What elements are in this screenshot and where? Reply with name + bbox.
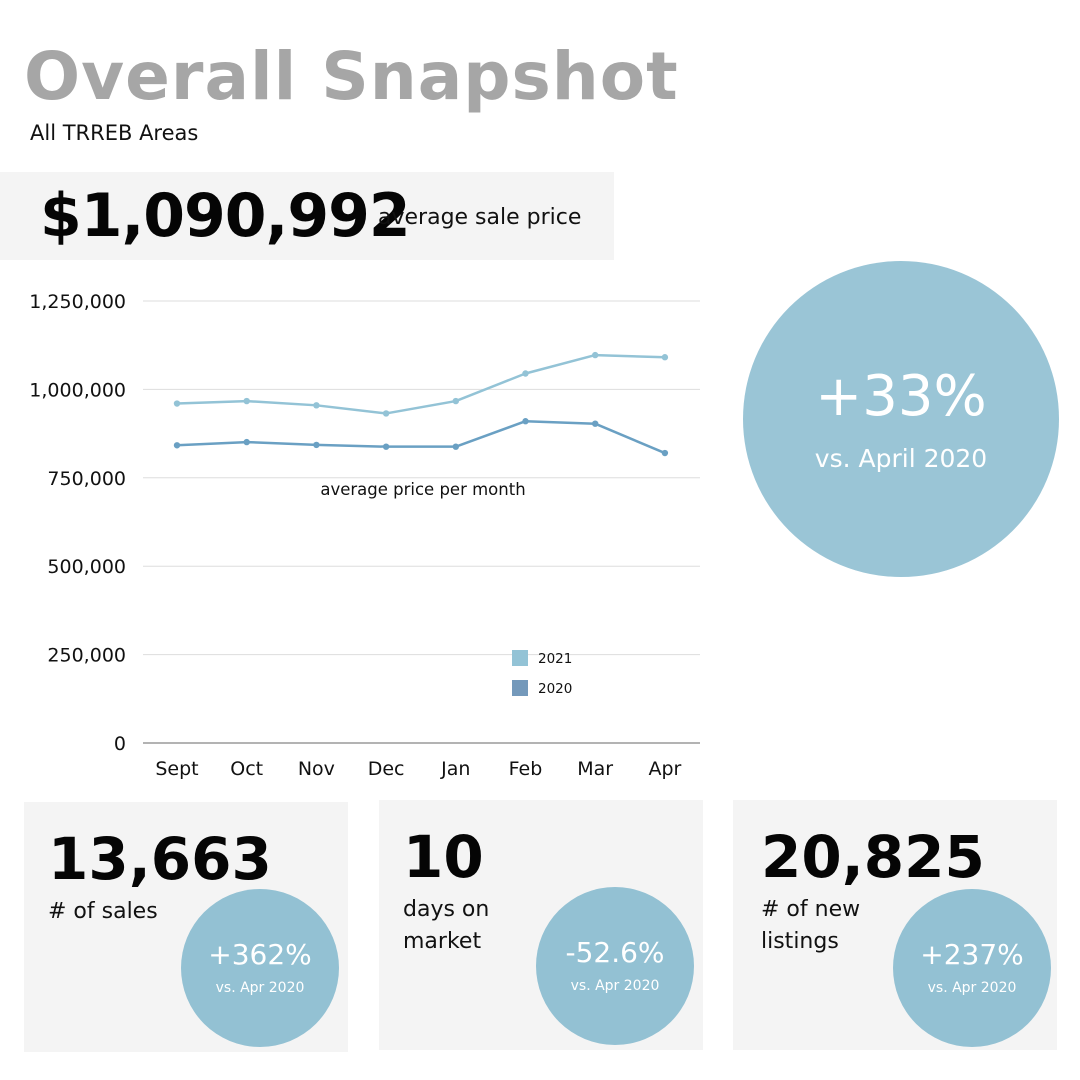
data-point-2021 [661,354,669,361]
chart-title: average price per month [320,480,525,499]
yoy-change-circle: +33% vs. April 2020 [743,261,1059,577]
series-line-2021 [176,353,665,415]
data-point-2020 [522,418,529,425]
legend-label-2021: 2021 [538,651,572,667]
data-point-2021 [522,370,529,377]
sales-value: 13,663 [48,825,272,893]
data-point-2021 [452,397,459,405]
sales-card: 13,663 # of sales +362% vs. Apr 2020 [24,802,348,1052]
x-tick-label: Nov [298,758,335,780]
y-tick-label: 500,000 [47,556,126,578]
sales-change-comparison: vs. Apr 2020 [215,980,305,996]
data-point-2021 [313,402,320,409]
y-tick-label: 1,000,000 [29,379,126,401]
y-tick-label: 250,000 [47,645,126,667]
legend-swatch-2021 [512,650,528,666]
days-on-market-change-circle: -52.6% vs. Apr 2020 [536,887,694,1045]
sales-label: # of sales [48,899,158,924]
days-on-market-value: 10 [403,823,484,891]
days-on-market-card: 10 days on market -52.6% vs. Apr 2020 [379,800,703,1050]
average-price-line-chart: 0 250,000 500,000 750,000 1,000,000 1,250,000… [29,291,700,780]
new-listings-change-circle: +237% vs. Apr 2020 [893,889,1051,1047]
y-tick-label: 1,250,000 [29,291,126,313]
days-on-market-label: days on market [403,897,490,954]
data-point-2020 [452,443,459,450]
data-point-2021 [173,400,181,407]
new-listings-change-comparison: vs. Apr 2020 [927,980,1017,996]
x-tick-label: Mar [577,758,613,780]
new-listings-value: 20,825 [761,823,985,891]
days-on-market-change-percent: -52.6% [565,936,665,969]
page-title: Overall Snapshot [24,38,679,115]
data-point-2021 [243,397,250,405]
sales-change-circle: +362% vs. Apr 2020 [181,889,339,1047]
y-tick-label: 0 [114,733,126,755]
page-subtitle: All TRREB Areas [30,121,199,145]
data-point-2021 [382,410,390,417]
data-point-2020 [173,442,181,449]
new-listings-card: 20,825 # of new listings +237% vs. Apr 2… [733,800,1057,1050]
new-listings-change-percent: +237% [920,938,1024,971]
x-tick-label: Apr [648,758,681,780]
y-tick-label: 750,000 [47,468,126,490]
yoy-change-comparison: vs. April 2020 [814,444,988,473]
sales-change-percent: +362% [208,938,312,971]
data-point-2020 [592,420,599,427]
average-price-label: average sale price [378,205,582,230]
data-point-2020 [243,438,250,446]
x-tick-label: Dec [368,758,405,780]
x-tick-label: Feb [509,758,543,780]
data-point-2020 [313,441,320,449]
x-tick-label: Sept [155,758,198,780]
data-point-2020 [382,443,390,450]
data-point-2020 [661,449,669,457]
days-on-market-change-comparison: vs. Apr 2020 [570,978,660,994]
data-point-2021 [592,351,599,359]
legend-label-2020: 2020 [538,681,572,697]
average-price-banner [0,172,614,260]
legend-swatch-2020 [512,680,528,696]
x-tick-label: Oct [230,758,263,780]
new-listings-label: # of new listings [761,897,861,954]
series-line-2020 [176,419,666,455]
average-price-value: $1,090,992 [40,181,411,251]
yoy-change-percent: +33% [815,364,987,429]
x-tick-label: Jan [440,758,470,780]
